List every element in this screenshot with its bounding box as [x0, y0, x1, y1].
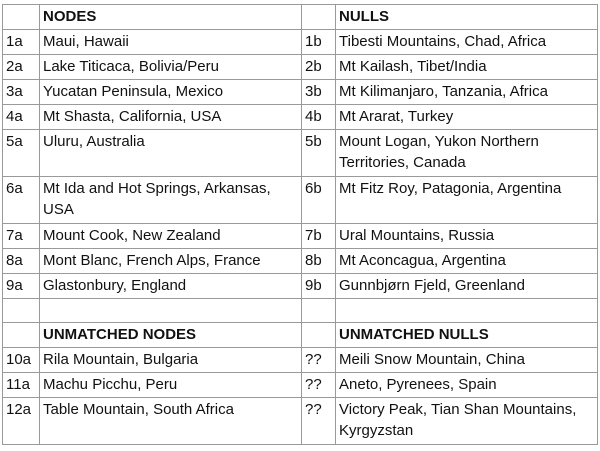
null-id: 1b — [301, 29, 336, 55]
null-location: Ural Mountains, Russia — [335, 223, 598, 249]
node-location: Mount Cook, New Zealand — [39, 223, 302, 249]
node-id: 9a — [2, 273, 40, 299]
node-id: 4a — [2, 104, 40, 130]
null-location: Victory Peak, Tian Shan Mountains, Kyrgy… — [335, 397, 598, 445]
nodes-header: NODES — [39, 4, 302, 30]
null-location: Mt Ararat, Turkey — [335, 104, 598, 130]
unmatched-nulls-header: UNMATCHED NULLS — [335, 322, 598, 348]
table-row: 11a Machu Picchu, Peru ?? Aneto, Pyrenee… — [2, 372, 598, 398]
node-location: Machu Picchu, Peru — [39, 372, 302, 398]
node-id: 7a — [2, 223, 40, 249]
nodes-nulls-table: NODES NULLS 1a Maui, Hawaii 1b Tibesti M… — [2, 4, 598, 445]
node-id: 1a — [2, 29, 40, 55]
unmatched-nodes-header: UNMATCHED NODES — [39, 322, 302, 348]
unmatched-header-row: UNMATCHED NODES UNMATCHED NULLS — [2, 322, 598, 348]
table-row: 7a Mount Cook, New Zealand 7b Ural Mount… — [2, 223, 598, 249]
null-id: ?? — [301, 372, 336, 398]
table-row: 6a Mt Ida and Hot Springs, Arkansas, USA… — [2, 176, 598, 224]
table-row: 1a Maui, Hawaii 1b Tibesti Mountains, Ch… — [2, 29, 598, 55]
node-location: Lake Titicaca, Bolivia/Peru — [39, 54, 302, 80]
node-id: 11a — [2, 372, 40, 398]
table-header-row: NODES NULLS — [2, 4, 598, 30]
table-row: 10a Rila Mountain, Bulgaria ?? Meili Sno… — [2, 347, 598, 373]
null-id: ?? — [301, 397, 336, 445]
null-id: 9b — [301, 273, 336, 299]
node-id: 2a — [2, 54, 40, 80]
table-row: 12a Table Mountain, South Africa ?? Vict… — [2, 397, 598, 445]
null-location: Aneto, Pyrenees, Spain — [335, 372, 598, 398]
header-id-cell — [2, 4, 40, 30]
null-id: 7b — [301, 223, 336, 249]
node-id: 3a — [2, 79, 40, 105]
null-id: 3b — [301, 79, 336, 105]
null-id: 6b — [301, 176, 336, 224]
table-row: 4a Mt Shasta, California, USA 4b Mt Arar… — [2, 104, 598, 130]
node-location: Table Mountain, South Africa — [39, 397, 302, 445]
node-id: 10a — [2, 347, 40, 373]
null-id: 4b — [301, 104, 336, 130]
null-location: Gunnbjørn Fjeld, Greenland — [335, 273, 598, 299]
null-location: Tibesti Mountains, Chad, Africa — [335, 29, 598, 55]
table-row: 8a Mont Blanc, French Alps, France 8b Mt… — [2, 248, 598, 274]
table-row: 3a Yucatan Peninsula, Mexico 3b Mt Kilim… — [2, 79, 598, 105]
null-id: 8b — [301, 248, 336, 274]
header-id-cell — [2, 322, 40, 348]
node-location: Glastonbury, England — [39, 273, 302, 299]
header-id-cell — [301, 322, 336, 348]
node-location: Rila Mountain, Bulgaria — [39, 347, 302, 373]
null-location: Mt Kilimanjaro, Tanzania, Africa — [335, 79, 598, 105]
node-id: 12a — [2, 397, 40, 445]
null-location: Mt Fitz Roy, Patagonia, Argentina — [335, 176, 598, 224]
table-row: 2a Lake Titicaca, Bolivia/Peru 2b Mt Kai… — [2, 54, 598, 80]
header-id-cell — [301, 4, 336, 30]
null-id: 5b — [301, 129, 336, 177]
node-location: Yucatan Peninsula, Mexico — [39, 79, 302, 105]
null-location: Meili Snow Mountain, China — [335, 347, 598, 373]
node-location: Mt Shasta, California, USA — [39, 104, 302, 130]
node-location: Uluru, Australia — [39, 129, 302, 177]
null-location: Mt Kailash, Tibet/India — [335, 54, 598, 80]
table-row: 9a Glastonbury, England 9b Gunnbjørn Fje… — [2, 273, 598, 299]
node-id: 8a — [2, 248, 40, 274]
nulls-header: NULLS — [335, 4, 598, 30]
node-location: Maui, Hawaii — [39, 29, 302, 55]
node-id: 5a — [2, 129, 40, 177]
spacer-row — [2, 298, 598, 323]
node-location: Mt Ida and Hot Springs, Arkansas, USA — [39, 176, 302, 224]
null-id: ?? — [301, 347, 336, 373]
null-location: Mt Aconcagua, Argentina — [335, 248, 598, 274]
node-id: 6a — [2, 176, 40, 224]
null-id: 2b — [301, 54, 336, 80]
table-row: 5a Uluru, Australia 5b Mount Logan, Yuko… — [2, 129, 598, 177]
null-location: Mount Logan, Yukon Northern Territories,… — [335, 129, 598, 177]
node-location: Mont Blanc, French Alps, France — [39, 248, 302, 274]
